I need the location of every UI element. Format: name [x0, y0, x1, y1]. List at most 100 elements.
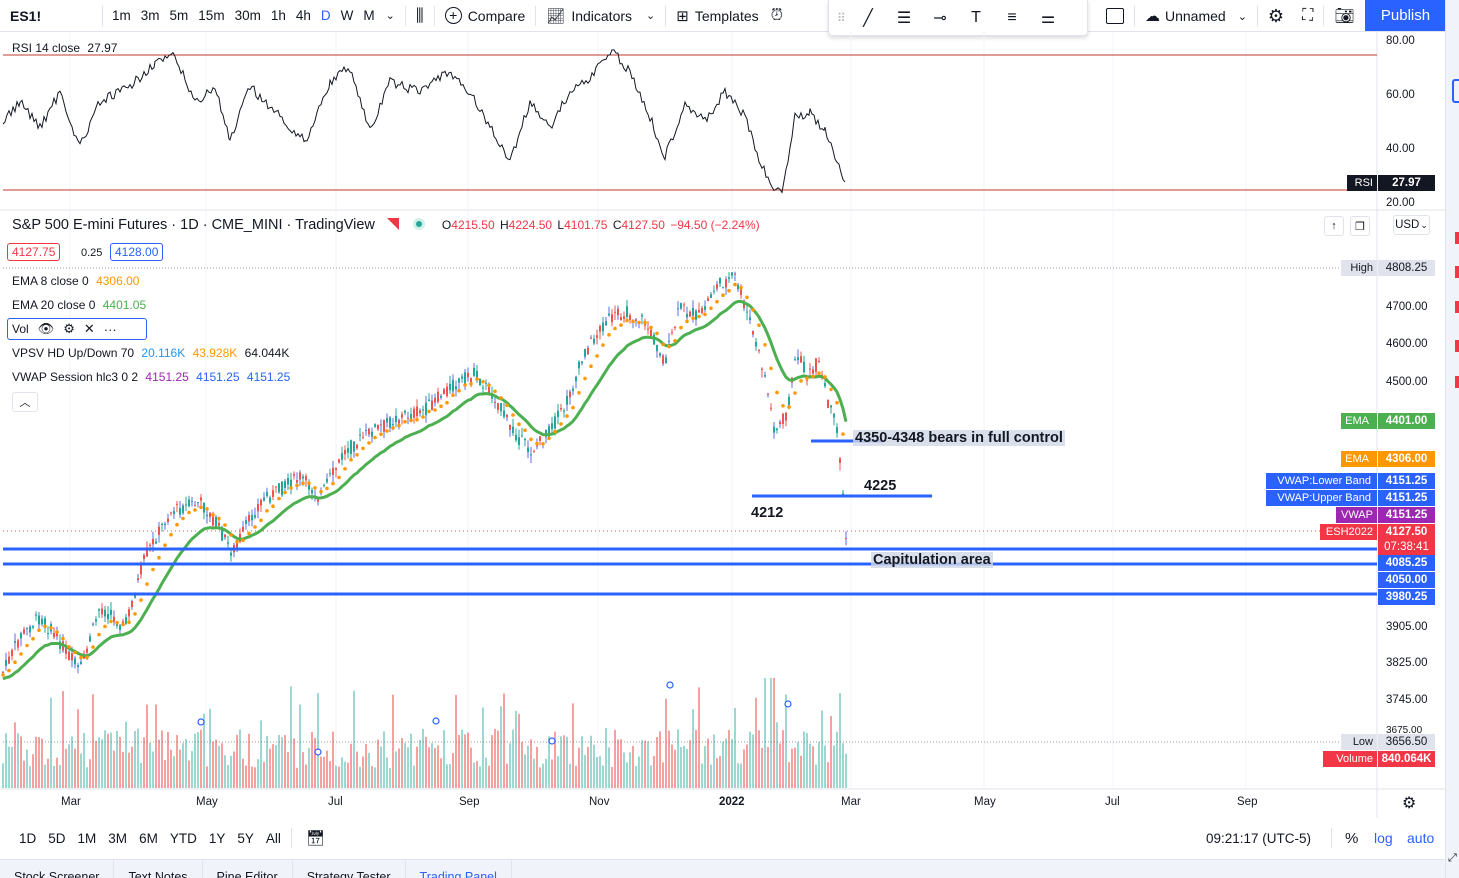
ema8-legend[interactable]: EMA 8 close 0 4306.00 — [12, 274, 139, 288]
range-5y[interactable]: 5Y — [237, 830, 254, 846]
range-6m[interactable]: 6M — [139, 830, 158, 846]
tab-trading-panel[interactable]: Trading Panel — [406, 860, 512, 878]
timeframe-M[interactable]: M — [363, 8, 375, 23]
horizontal-lines-icon[interactable]: ≡ — [1007, 8, 1017, 26]
ema20-line[interactable] — [2, 299, 848, 681]
time-label: Sep — [1237, 796, 1258, 808]
rectangle-icon[interactable] — [1100, 0, 1130, 32]
percent-toggle[interactable]: % — [1345, 829, 1359, 847]
last-price-tag: 4127.50 — [1378, 524, 1435, 540]
vpsv-legend[interactable]: VPSV HD Up/Down 70 20.116K 43.928K 64.04… — [12, 346, 289, 360]
range-3m[interactable]: 3M — [108, 830, 128, 846]
low-label: Low — [1341, 734, 1377, 750]
time-scale-settings-gear-icon[interactable]: ⚙︎ — [1402, 795, 1417, 812]
eye-icon[interactable]: 👁︎ — [37, 321, 55, 336]
level-tag-4085: 4085.25 — [1378, 555, 1435, 571]
right-widget-bar: ⤢ — [1445, 0, 1459, 878]
alert-marker — [1455, 232, 1459, 244]
sell-price-button[interactable]: 4127.75 — [7, 243, 61, 261]
volume-legend[interactable]: Vol 👁︎ ⚙︎ ✕ ··· — [7, 318, 147, 340]
range-1y[interactable]: 1Y — [208, 830, 226, 846]
chevron-down-icon: ⌄ — [1237, 10, 1247, 23]
price-candles[interactable] — [2, 271, 847, 675]
layout-button[interactable]: ☁︎ Unnamed ⌄ — [1139, 0, 1253, 32]
buy-price-button[interactable]: 4128.00 — [110, 243, 164, 261]
collapse-legend-button[interactable]: ︿ — [12, 392, 38, 412]
vpsv-legend-name: VPSV HD Up/Down 70 — [12, 346, 135, 360]
indicators-button[interactable]: 📈︎ Indicators ⌄ — [540, 0, 661, 32]
chart-canvas[interactable] — [0, 32, 1445, 818]
settings-sliders-icon[interactable]: ⚌ — [1040, 9, 1056, 27]
goto-date-icon[interactable]: 📅︎ — [305, 830, 325, 847]
line-weight-icon[interactable]: ☰ — [896, 9, 912, 27]
timeframe-15m[interactable]: 15m — [198, 8, 225, 23]
vwap-legend[interactable]: VWAP Session hlc3 0 2 4151.25 4151.25 41… — [12, 370, 290, 384]
timeframe-dropdown-icon[interactable]: ⌄ — [385, 10, 395, 22]
chart-title[interactable]: S&P 500 E-mini Futures · 1D · CME_MINI ·… — [12, 217, 375, 233]
ema8-tag-value: 4306.00 — [1378, 451, 1435, 467]
ema20-tag-label: EMA — [1341, 413, 1377, 429]
log-toggle[interactable]: log — [1374, 830, 1393, 846]
range-ytd[interactable]: YTD — [169, 830, 197, 846]
time-label: 2022 — [719, 796, 745, 808]
range-1m[interactable]: 1M — [77, 830, 97, 846]
auto-toggle[interactable]: auto — [1407, 830, 1435, 846]
line-style-icon[interactable]: ⊸ — [933, 9, 947, 27]
main-legend: S&P 500 E-mini Futures · 1D · CME_MINI ·… — [12, 217, 760, 233]
level-tag-3980: 3980.25 — [1378, 589, 1435, 605]
annotation-bears[interactable]: 4350-4348 bears in full control — [853, 430, 1065, 446]
tab-stock-screener[interactable]: Stock Screener — [0, 860, 115, 878]
ema20-legend[interactable]: EMA 20 close 0 4401.05 — [12, 298, 146, 312]
high-value: 4808.25 — [1378, 260, 1435, 276]
alert-marker — [1455, 340, 1459, 352]
timeframe-D[interactable]: D — [320, 8, 331, 23]
chart-type-icon[interactable]: ⫼ — [415, 5, 424, 25]
rsi-legend[interactable]: RSI 14 close 27.97 — [12, 41, 117, 55]
maximize-pane-button[interactable]: ❐ — [1350, 216, 1370, 236]
timeframe-1h[interactable]: 1h — [270, 8, 286, 23]
timeframe-W[interactable]: W — [340, 8, 354, 23]
camera-icon[interactable]: 📷︎ — [1334, 8, 1355, 25]
symbol-search[interactable]: ES1! — [10, 7, 42, 24]
ema8-dots[interactable] — [1, 282, 845, 677]
alert-icon[interactable]: ⏰︎ — [770, 6, 784, 24]
templates-button[interactable]: ⊞ Templates — [670, 0, 764, 32]
drag-handle-icon[interactable]: ⠿ — [837, 10, 846, 25]
tab-pine-editor[interactable]: Pine Editor — [203, 860, 293, 878]
close-icon[interactable]: ✕ — [83, 321, 95, 336]
annotation-4212[interactable]: 4212 — [751, 505, 784, 521]
range-all[interactable]: All — [265, 830, 281, 846]
settings-gear-icon[interactable]: ⚙︎ — [63, 321, 75, 336]
timeframe-5m[interactable]: 5m — [169, 8, 189, 23]
time-label: Nov — [589, 796, 610, 808]
ohlc-values: O4215.50 H4224.50 L4101.75 C4127.50 −94.… — [441, 218, 760, 232]
move-pane-up-button[interactable]: ↑ — [1324, 216, 1344, 236]
annotation-4225[interactable]: 4225 — [864, 478, 897, 494]
range-1d[interactable]: 1D — [19, 830, 37, 846]
compare-button[interactable]: + Compare — [439, 0, 532, 32]
vpsv-total-value: 64.044K — [244, 346, 290, 360]
text-icon[interactable]: T — [971, 8, 981, 26]
alert-marker — [1455, 376, 1459, 388]
watchlist-icon[interactable] — [1452, 79, 1459, 103]
clock-timezone[interactable]: 09:21:17 (UTC-5) — [1206, 830, 1312, 846]
timeframe-3m[interactable]: 3m — [140, 8, 160, 23]
publish-button[interactable]: Publish — [1365, 0, 1446, 31]
tab-strategy-tester[interactable]: Strategy Tester — [293, 860, 406, 878]
fullscreen-icon[interactable]: ⛶ — [1302, 7, 1314, 24]
annotation-capitulation[interactable]: Capitulation area — [871, 552, 993, 568]
timeframe-30m[interactable]: 30m — [234, 8, 261, 23]
currency-select[interactable]: USD ⌄ — [1393, 215, 1430, 235]
more-icon[interactable]: ··· — [103, 321, 117, 337]
rsi-line[interactable] — [2, 49, 846, 194]
tab-text-notes[interactable]: Text Notes — [114, 860, 203, 878]
range-5d[interactable]: 5D — [48, 830, 66, 846]
timeframe-1m[interactable]: 1m — [112, 8, 131, 23]
timeframe-4h[interactable]: 4h — [295, 8, 311, 23]
divider — [1323, 6, 1325, 26]
vwap-tag-value: 4151.25 — [1378, 507, 1435, 523]
trendline-icon[interactable]: ╱ — [863, 9, 873, 27]
settings-gear-icon[interactable]: ⚙︎ — [1267, 5, 1285, 26]
expand-icon[interactable]: ⤢ — [1448, 852, 1457, 864]
drawing-toolbar: ⠿ ╱ ☰ ⊸ T ≡ ⚌ — [828, 0, 1088, 36]
